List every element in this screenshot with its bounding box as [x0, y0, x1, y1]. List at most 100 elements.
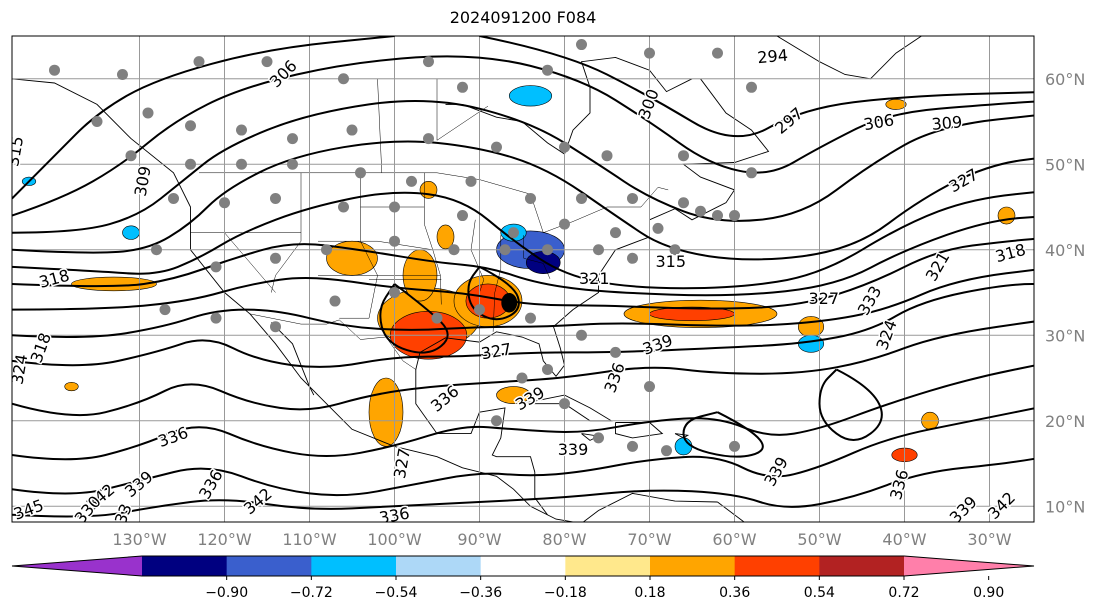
station-dot: [610, 346, 621, 358]
station-dot: [338, 201, 349, 213]
theta-contour-layer: [12, 36, 1034, 518]
latitude-label: 60°N: [1045, 70, 1085, 89]
contour-label: 309: [931, 112, 963, 134]
coastline: [445, 56, 693, 155]
station-dot: [270, 321, 281, 333]
map-frame: [11, 35, 1035, 523]
colorbar-segment: [226, 556, 312, 576]
theta-contour: [12, 268, 1034, 338]
colorbar-segment: [734, 556, 820, 576]
station-dot: [559, 398, 570, 410]
station-dot: [610, 227, 621, 239]
contour-label: 294: [757, 46, 789, 68]
border-line: [436, 78, 489, 141]
shading-blob: [496, 386, 531, 404]
station-dots-layer: [49, 39, 757, 457]
station-dot: [389, 201, 400, 213]
latitude-label: 10°N: [1045, 497, 1085, 516]
station-dot: [576, 39, 587, 51]
station-dot: [423, 56, 434, 68]
theta-contour: [12, 100, 1034, 234]
station-dot: [236, 158, 247, 170]
station-dot: [448, 244, 460, 256]
border-line: [470, 219, 485, 293]
station-dot: [406, 175, 417, 187]
station-dot: [431, 312, 443, 324]
station-dot: [695, 205, 706, 217]
station-dot: [712, 47, 723, 59]
station-dot: [601, 150, 613, 162]
station-dot: [652, 222, 664, 234]
colorbar: −0.90 −0.72 −0.54 −0.36 −0.18 0.18 0.36 0.54 0.7…: [11, 555, 1035, 601]
station-dot: [525, 192, 536, 204]
theta-contour: [12, 237, 1034, 311]
theta-contour: [12, 457, 1034, 518]
theta-contour: [12, 216, 1034, 297]
border-line: [271, 172, 302, 293]
contour-label: 318: [993, 240, 1027, 266]
longitude-label: 90°W: [457, 530, 501, 549]
theta-contour: [467, 266, 520, 321]
station-dot: [270, 192, 281, 204]
colorbar-segment: [142, 556, 228, 576]
colorbar-segment: [819, 556, 905, 576]
longitude-label: 50°W: [797, 530, 841, 549]
station-dot: [49, 64, 60, 76]
shading-blob: [122, 225, 140, 240]
colorbar-segment: [480, 556, 566, 576]
border-line: [377, 78, 383, 173]
colorbar-extend-high: [904, 556, 1034, 576]
shading-blob: [508, 85, 553, 107]
station-dot: [669, 244, 681, 256]
theta-contour: [12, 320, 1034, 417]
shading-blob: [674, 437, 693, 456]
colorbar-tick-label: 0.72: [888, 585, 919, 601]
station-dot: [746, 167, 757, 179]
theta-contour: [818, 368, 883, 441]
colorbar-outline: [11, 555, 1035, 577]
longitude-label: 100°W: [367, 530, 422, 549]
station-dot: [236, 124, 247, 136]
colorbar-segment: [650, 556, 736, 576]
colorbar-tick-label: −0.72: [290, 585, 333, 601]
longitude-label: 80°W: [542, 530, 586, 549]
station-dot: [542, 64, 553, 76]
station-dot: [287, 133, 298, 145]
station-dot: [338, 73, 349, 85]
shading-blob: [368, 377, 404, 447]
station-dot: [542, 244, 553, 256]
longitude-label: 40°W: [882, 530, 926, 549]
station-dot: [593, 244, 604, 256]
station-dot: [457, 210, 468, 222]
station-dot: [559, 218, 570, 230]
theta-contour: [12, 140, 1034, 261]
colorbar-segment: [311, 556, 397, 576]
station-dot: [185, 158, 196, 170]
station-dot: [627, 440, 638, 452]
shading-blob: [71, 276, 157, 292]
station-dot: [746, 81, 757, 93]
station-dot: [457, 81, 468, 93]
latitude-label: 20°N: [1045, 412, 1085, 431]
station-dot: [159, 304, 171, 316]
station-dot: [346, 124, 358, 136]
theta-contour: [12, 36, 395, 200]
colorbar-tick-label: −0.90: [205, 585, 248, 601]
station-dot: [678, 197, 689, 209]
contour-label: 315: [655, 252, 686, 271]
shading-blob: [885, 98, 907, 110]
station-dot: [644, 47, 655, 59]
station-dot: [491, 415, 502, 427]
contour-label: 336: [378, 504, 411, 528]
contour-label: 321: [579, 269, 610, 288]
station-dot: [542, 363, 553, 375]
longitude-label: 120°W: [197, 530, 252, 549]
coastline: [674, 433, 690, 439]
latitude-label: 40°N: [1045, 241, 1085, 260]
station-dot: [151, 244, 162, 256]
station-dot: [210, 261, 222, 273]
station-dot: [287, 158, 298, 170]
shading-blob: [436, 224, 455, 250]
station-dot: [474, 304, 485, 316]
